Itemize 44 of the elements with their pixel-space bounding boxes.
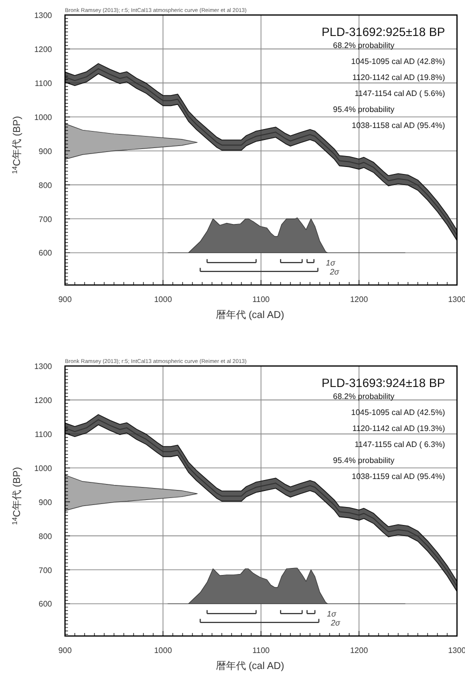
y-tick-label: 700: [38, 566, 53, 575]
annotation: 1120-1142 cal AD (19.8%): [352, 73, 446, 82]
y-tick-label: 600: [38, 248, 53, 258]
x-tick-label: 900: [58, 295, 72, 304]
text: PLD-31693:924±18 BP: [322, 376, 445, 390]
y-tick-label: 1100: [34, 78, 53, 88]
y-tick-label: 800: [38, 180, 53, 190]
y-tick-label: 1200: [34, 396, 53, 405]
annotation: 68.2% probability: [333, 41, 394, 50]
y-tick-label: 900: [38, 146, 53, 156]
y-tick-label: 1000: [34, 464, 53, 473]
y-tick-label: 800: [38, 532, 53, 541]
y-tick-label: 1100: [34, 430, 53, 439]
x-tick-label: 1100: [252, 646, 270, 655]
annotation: 1147-1154 cal AD ( 5.6%): [354, 89, 446, 98]
y-tick-label: 1200: [34, 44, 53, 54]
x-tick-label: 1000: [154, 646, 172, 655]
annotation: 1045-1095 cal AD (42.8%): [351, 57, 446, 66]
x-tick-label: 900: [58, 646, 72, 655]
x-tick-label: 1000: [154, 295, 172, 304]
legend-label: 2σ: [328, 267, 340, 276]
x-axis-title: 暦年代 (cal AD): [216, 309, 284, 321]
annotation: 1147-1155 cal AD ( 6.3%): [354, 440, 446, 449]
legend-label: 1σ: [326, 610, 338, 619]
annotation: 68.2% probability: [333, 392, 394, 401]
x-tick-label: 1100: [252, 295, 270, 304]
y-tick-label: 1300: [34, 362, 53, 371]
annotation: 95.4% probability: [333, 456, 394, 465]
legend-label: 2σ: [330, 618, 342, 628]
y-tick-label: 1300: [34, 11, 53, 20]
x-axis-title: 暦年代 (cal AD): [216, 660, 284, 672]
annotation: 1038-1158 cal AD (95.4%): [352, 121, 446, 130]
annotation: 1038-1159 cal AD (95.4%): [352, 472, 446, 481]
x-tick-label: 1200: [350, 646, 368, 655]
y-tick-label: 600: [38, 600, 53, 609]
annotation: 1045-1095 cal AD (42.5%): [351, 408, 446, 417]
text: PLD-31692:925±18 BP: [322, 25, 445, 39]
legend-label: 1σ: [326, 258, 336, 268]
annotation: 95.4% probability: [333, 105, 394, 114]
annotation: 1120-1142 cal AD (19.3%): [352, 424, 446, 433]
y-tick-label: 1000: [34, 112, 53, 122]
y-tick-label: 700: [38, 214, 53, 224]
x-tick-label: 1200: [350, 295, 368, 304]
y-tick-label: 900: [38, 498, 53, 507]
